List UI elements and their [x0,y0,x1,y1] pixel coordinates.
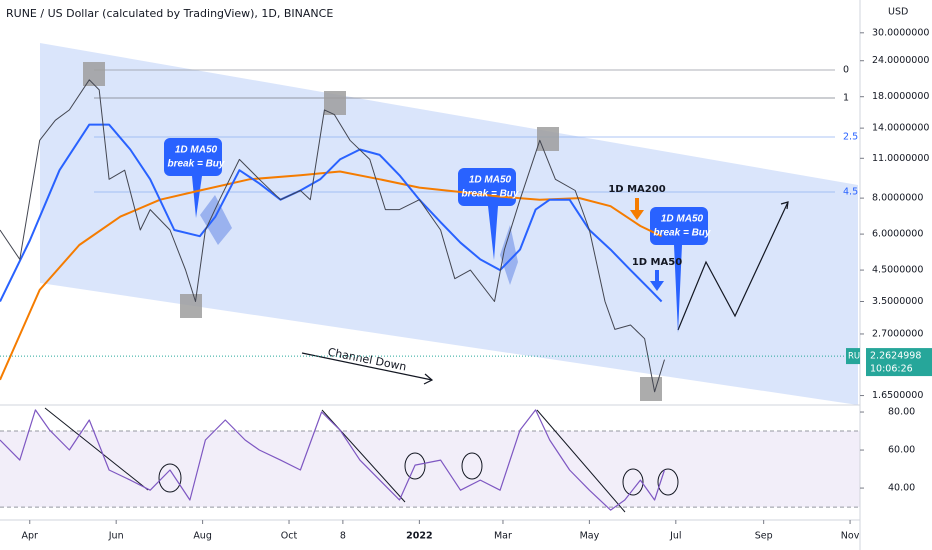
y-tick-label: 2.7000000 [872,328,923,339]
x-tick-label: Jul [669,531,681,542]
rsi-tick-label: 60.00 [888,445,915,456]
channel [40,43,858,405]
price-line [0,79,665,393]
callout-text: break = Buy [654,228,711,239]
ma50-label: 1D MA50 [632,257,682,268]
pivot-box [180,294,202,318]
fib-label: 1 [843,93,849,104]
x-tick-label: 2022 [406,531,432,542]
ma200-label: 1D MA200 [608,184,665,195]
y-tick-label: 14.0000000 [872,123,929,134]
x-tick-label: Mar [494,531,512,542]
y-tick-label: 24.0000000 [872,55,929,66]
callout-text: break = Buy [462,189,519,200]
x-tick-label: May [580,531,600,542]
chart-title: RUNE / US Dollar (calculated by TradingV… [6,7,333,20]
y-tick-label: 8.0000000 [872,193,923,204]
last-price-box [866,348,932,377]
rsi-tick-label: 40.00 [888,483,915,494]
callout-text: 1D MA50 [469,175,512,186]
callout-text: break = Buy [168,159,225,170]
break-marker [200,195,232,245]
last-price-box [846,348,860,365]
pivot-box [324,91,346,115]
rsi-circle [404,452,426,480]
x-tick-label: Apr [22,531,39,542]
ma-line [0,170,663,381]
rsi-trendline [44,407,149,491]
callout [458,168,516,260]
callout [650,207,708,333]
fib-label: 2.5 [843,132,858,143]
y-tick-label: 1.6500000 [872,390,923,401]
x-tick-label: Aug [193,531,212,542]
x-tick-label: Sep [755,531,773,542]
y-tick-label: 6.0000000 [872,229,923,240]
last-price-countdown: 10:06:26 [870,364,913,375]
y-tick-label: 18.0000000 [872,91,929,102]
break-marker [500,225,518,285]
last-price-label: 2.2624998 [870,351,921,362]
callout-text: 1D MA50 [661,214,704,225]
projection-arrow [780,201,789,210]
x-tick-label: Jun [108,531,124,542]
y-tick-label: 4.5000000 [872,265,923,276]
channel-arrow [301,352,433,381]
rsi-line [0,409,666,511]
currency: USD [888,7,908,18]
rsi-tick-label: 80.00 [888,407,915,418]
projection [677,201,789,331]
callout-text: 1D MA50 [175,145,218,156]
pivot-box [83,62,105,86]
rsi-band [0,431,860,508]
ma200-arrow-head [630,210,644,220]
pivot-box [537,127,559,151]
x-tick-label: Nov [841,531,860,542]
y-tick-label: 30.0000000 [872,27,929,38]
rsi-trendline [536,409,626,513]
rsi-circle [657,468,679,496]
x-tick-label: Oct [281,531,298,542]
ma50-arrow-head [650,281,664,291]
drawings [0,0,861,550]
rsi-circle [461,452,483,480]
channel-arrow-head [423,373,434,385]
y-tick-label: 11.0000000 [872,153,929,164]
y-tick-label: 3.5000000 [872,296,923,307]
callout [164,138,222,218]
pivot-box [640,377,662,401]
x-tick-label: 8 [340,531,346,542]
fib-label: 0 [843,65,849,76]
rsi-circle [622,468,644,496]
fib-label: 4.5 [843,187,858,198]
rsi-circle [158,463,182,493]
